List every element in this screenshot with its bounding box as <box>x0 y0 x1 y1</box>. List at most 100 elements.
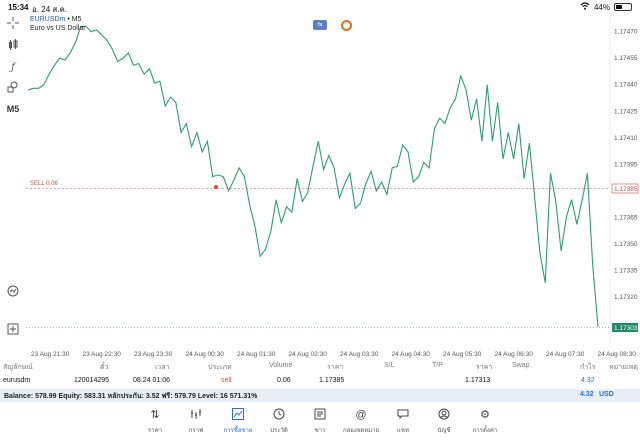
battery-icon <box>614 3 632 11</box>
sell-price-tag: 1.17385 <box>611 183 639 194</box>
nav-news[interactable]: ข่าว <box>300 408 340 435</box>
x-axis-label: 23 Aug 21:30 <box>31 351 70 358</box>
objects-icon[interactable] <box>6 80 20 94</box>
nav-mailbox-label: กล่องจดหมาย <box>342 428 380 434</box>
row-open-price: 1.17385 <box>319 377 345 384</box>
nav-quotes-label: ราคา <box>148 428 162 434</box>
current-price-tag: 1.17303 <box>612 323 638 332</box>
row-volume: 0.06 <box>277 377 291 384</box>
y-axis-label: 1.17320 <box>614 294 638 301</box>
status-right: 44% <box>580 2 632 12</box>
row-symbol: eurusdm <box>3 377 31 384</box>
sell-price-tag-text: 1.17385 <box>614 186 638 193</box>
price-series-line <box>27 25 599 328</box>
y-axis-label: 1.17455 <box>614 55 638 62</box>
arrows-updown-icon: ⇅ <box>150 409 160 421</box>
x-axis-label: 24 Aug 08:30 <box>598 351 637 358</box>
nav-trade[interactable]: การซื้อขาย <box>218 408 258 435</box>
col-open-price: ราคา <box>327 364 344 371</box>
chart-timeframe-suffix: • M5 <box>65 16 82 23</box>
col-swap: Swap <box>512 362 530 369</box>
chart-bars-icon <box>176 408 216 422</box>
col-profit: กำไร <box>580 364 596 371</box>
trade-signal-icon[interactable]: ⇆ <box>313 20 327 30</box>
trade-table-header: สัญลักษณ์ ตั๋ว เวลา ประเภท Volume ราคา S… <box>0 361 640 373</box>
nav-quotes[interactable]: ⇅ ราคา <box>135 408 175 435</box>
nav-settings[interactable]: ⚙ การตั้งค่า <box>465 408 505 435</box>
sell-order-label: SELL 0.06 <box>30 181 58 187</box>
current-price-tag-text: 1.17303 <box>614 325 638 332</box>
row-current-price: 1.17313 <box>465 377 491 384</box>
nav-mailbox[interactable]: @ กล่องจดหมาย <box>341 408 381 435</box>
x-axis-label: 24 Aug 06:30 <box>495 351 534 358</box>
chart-title: EURUSDm • M5 Euro vs US Dollar <box>30 15 86 33</box>
account-icon <box>424 408 464 422</box>
nav-news-label: ข่าว <box>314 428 326 434</box>
new-order-icon[interactable] <box>6 322 20 336</box>
row-ticket: 120014295 <box>74 377 110 384</box>
col-time: เวลา <box>155 364 170 371</box>
col-type: ประเภท <box>208 364 232 371</box>
status-date: อ. 24 ส.ค. <box>32 5 68 14</box>
row-type: sell <box>221 377 232 384</box>
col-tp: T/P <box>432 362 443 369</box>
nav-account-label: บัญชี <box>437 428 451 434</box>
symbol-line: EURUSDm • M5 <box>30 15 86 24</box>
y-axis-label: 1.17425 <box>614 108 638 115</box>
y-axis-label: 1.17470 <box>614 29 638 36</box>
col-sl: S/L <box>384 362 395 369</box>
y-axis-label: 1.17365 <box>614 214 638 221</box>
row-time: 08.24 01:06 <box>133 377 170 384</box>
nav-settings-label: การตั้งค่า <box>472 428 498 434</box>
trade-levels-icon[interactable] <box>6 284 20 298</box>
nav-history[interactable]: ประวัติ <box>259 408 299 435</box>
nav-trade-label: การซื้อขาย <box>223 428 253 434</box>
col-current-price: ราคา <box>476 364 493 371</box>
y-axis-label: 1.17410 <box>614 135 638 142</box>
indicators-icon[interactable]: ƒ <box>11 61 15 73</box>
nav-chat[interactable]: แชท <box>383 408 423 435</box>
balance-bar: Balance: 578.99 Equity: 583.31 หลักประกั… <box>0 389 640 402</box>
status-time: 15:34 <box>8 3 29 12</box>
history-icon <box>259 408 299 422</box>
balance-currency: USD <box>599 391 614 398</box>
trade-chart-icon <box>218 408 258 422</box>
nav-charts-label: กราฟ <box>188 428 204 434</box>
x-axis-label: 23 Aug 22:30 <box>83 351 122 358</box>
settings-icon: ⚙ <box>480 409 490 421</box>
balance-total: 4.32 <box>580 391 594 398</box>
timeframe-button[interactable]: M5 <box>6 104 20 114</box>
x-axis-label: 24 Aug 04:30 <box>392 351 431 358</box>
bottom-nav: ⇅ ราคา กราฟ การซื้อขาย ประวัติ ข่าว @ กล… <box>0 404 640 447</box>
col-comment: หมายเหตุ <box>609 364 638 371</box>
x-axis-label: 24 Aug 05:30 <box>443 351 482 358</box>
chart-badges: ⇆ <box>313 20 352 31</box>
at-icon: @ <box>355 409 367 421</box>
chart-symbol: EURUSDm <box>30 16 66 23</box>
chart-description: Euro vs US Dollar <box>30 25 86 32</box>
x-axis-label: 23 Aug 23:30 <box>134 351 173 358</box>
chat-icon <box>383 408 423 422</box>
x-axis-label: 24 Aug 02:30 <box>289 351 328 358</box>
col-ticket: ตั๋ว <box>100 364 109 371</box>
trade-row[interactable]: eurusdm 120014295 08.24 01:06 sell 0.06 … <box>0 376 640 388</box>
y-axis-label: 1.17395 <box>614 161 638 168</box>
balance-text: Balance: 578.99 Equity: 583.31 หลักประกั… <box>4 393 258 400</box>
x-axis-label: 24 Aug 00:30 <box>186 351 225 358</box>
y-axis-label: 1.17350 <box>614 241 638 248</box>
crosshair-icon[interactable] <box>6 16 20 30</box>
signal-ring-icon[interactable] <box>341 20 352 31</box>
candlestick-icon[interactable] <box>6 38 20 52</box>
nav-account[interactable]: บัญชี <box>424 408 464 435</box>
nav-chat-label: แชท <box>397 428 409 434</box>
nav-charts[interactable]: กราฟ <box>176 408 216 435</box>
status-bar: 15:34 อ. 24 ส.ค. 44% <box>0 0 640 14</box>
x-axis-label: 24 Aug 07:30 <box>546 351 585 358</box>
battery-percent: 44% <box>593 2 610 12</box>
y-axis-label: 1.17440 <box>614 82 638 89</box>
price-chart[interactable]: 1.17470 1.17455 1.17440 1.17425 1.17410 1.173… <box>0 0 640 360</box>
chart-toolbar: ƒ M5 <box>0 14 26 344</box>
x-axis-label: 24 Aug 01:30 <box>237 351 276 358</box>
col-symbol: สัญลักษณ์ <box>3 364 33 371</box>
news-icon <box>300 408 340 422</box>
